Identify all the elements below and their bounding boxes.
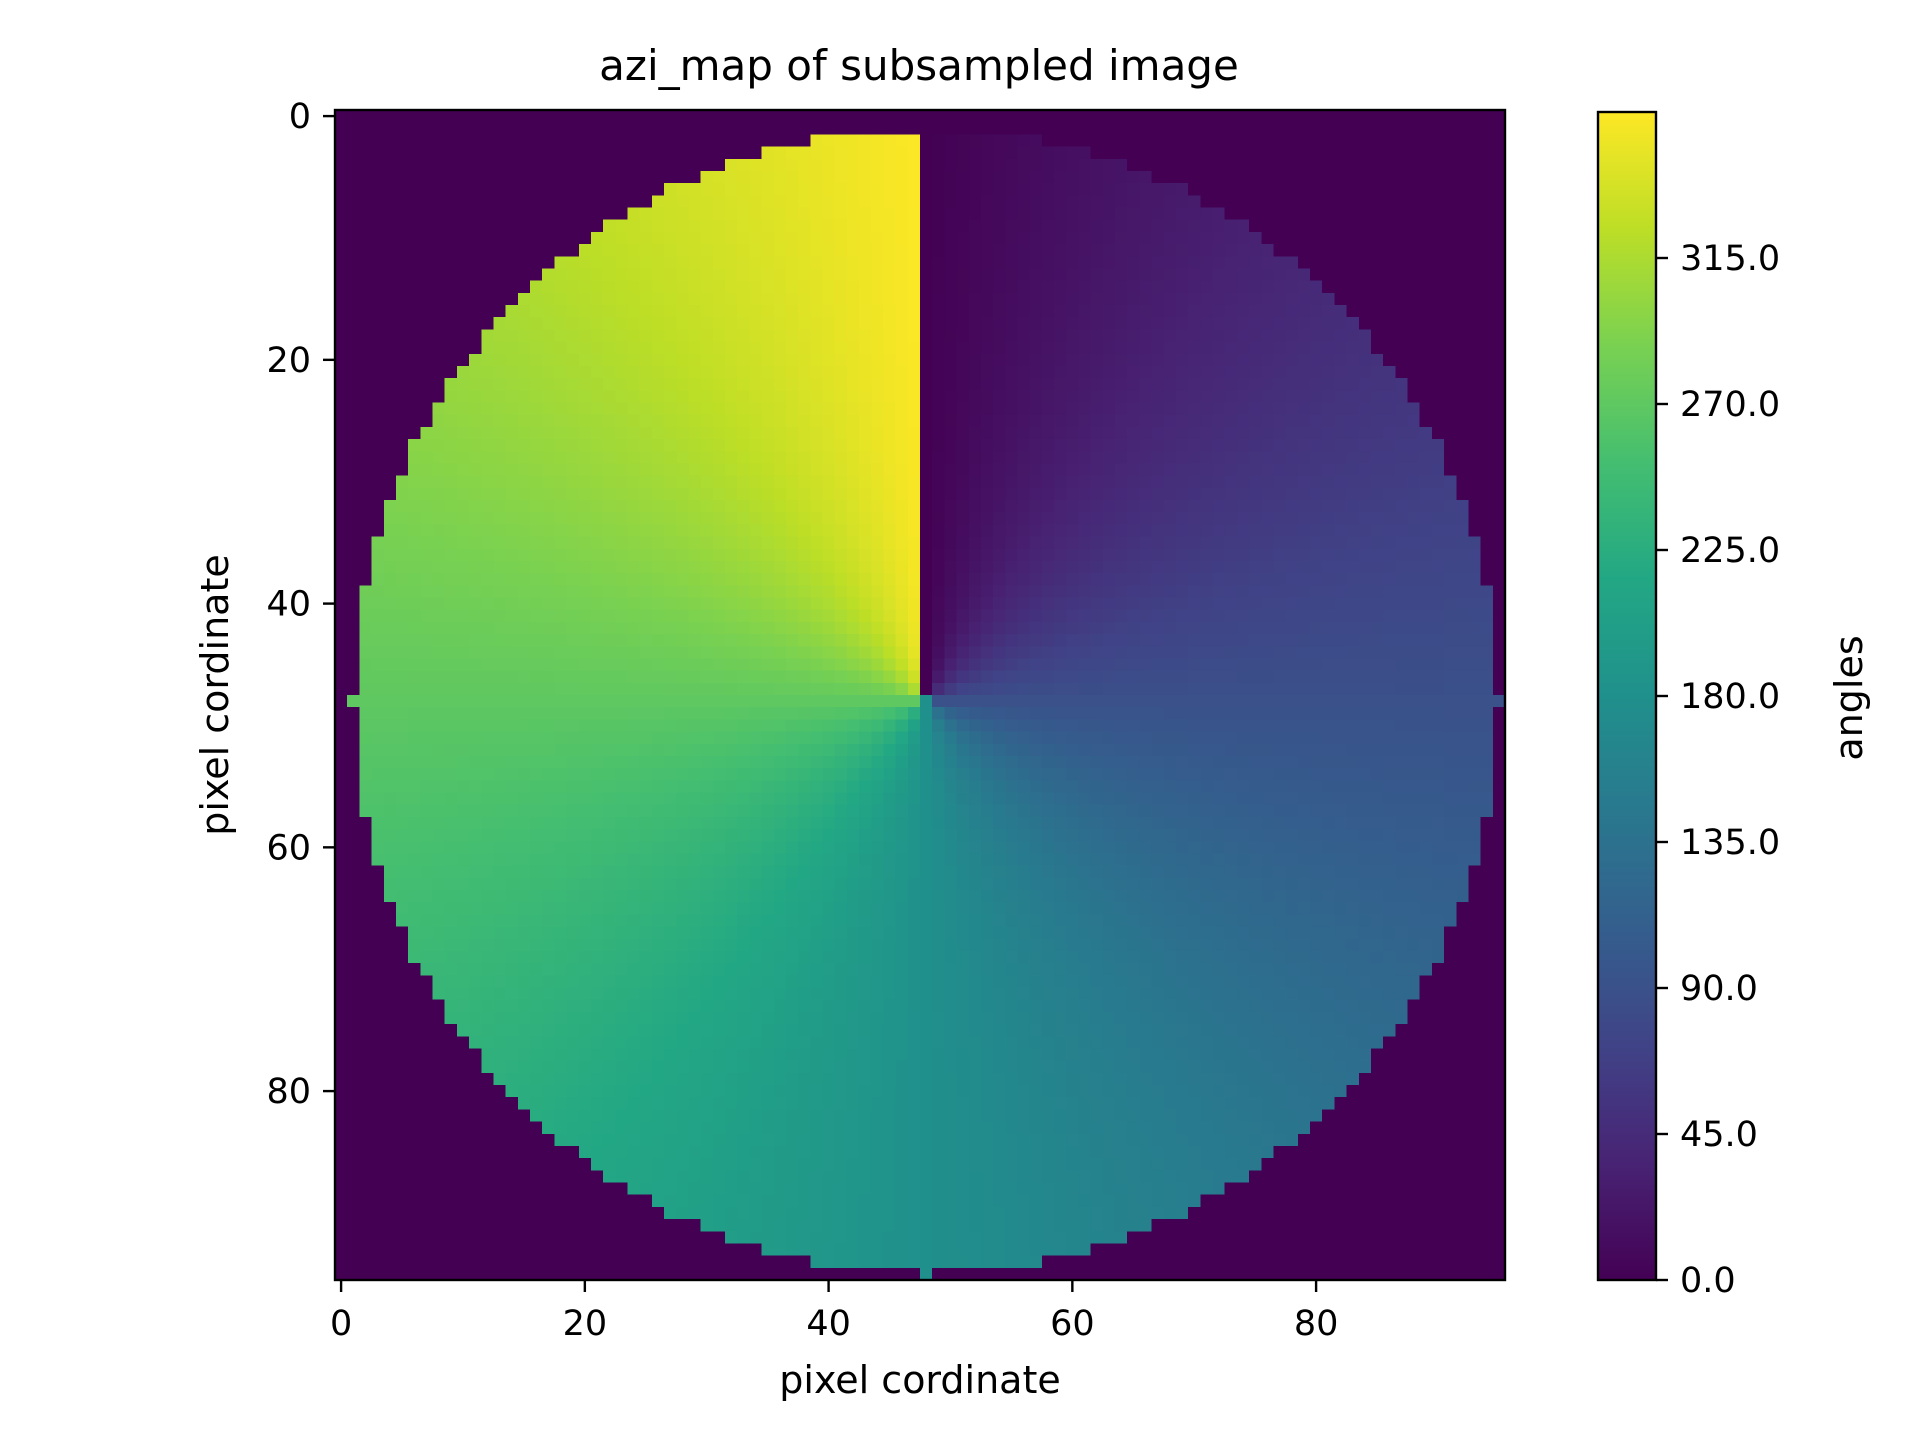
- y-axis-label: pixel cordinate: [193, 554, 237, 835]
- y-tick-label: 0: [289, 97, 311, 137]
- colorbar-label: angles: [1827, 635, 1871, 760]
- x-tick-label: 40: [806, 1304, 851, 1344]
- colorbar-tick-label: 135.0: [1680, 823, 1780, 863]
- y-tick-label: 80: [266, 1072, 311, 1112]
- x-tick-label: 60: [1050, 1304, 1095, 1344]
- colorbar-tick-label: 180.0: [1680, 677, 1780, 717]
- colorbar-tick-label: 225.0: [1680, 531, 1780, 571]
- y-tick-label: 60: [266, 828, 311, 868]
- y-tick-label: 40: [266, 585, 311, 625]
- colorbar-tick-label: 90.0: [1680, 969, 1758, 1009]
- heatmap-image: [335, 110, 1505, 1280]
- colorbar-tick-label: 45.0: [1680, 1115, 1758, 1155]
- colorbar-tick-label: 0.0: [1680, 1261, 1736, 1301]
- x-tick-label: 0: [330, 1304, 352, 1344]
- x-tick-label: 20: [563, 1304, 608, 1344]
- y-tick-label: 20: [266, 341, 311, 381]
- colorbar-tick-label: 270.0: [1680, 385, 1780, 425]
- x-tick-label: 80: [1294, 1304, 1339, 1344]
- chart-title: azi_map of subsampled image: [599, 41, 1239, 90]
- colorbar: [1598, 112, 1656, 1280]
- x-axis-label: pixel cordinate: [779, 1358, 1060, 1402]
- colorbar-tick-label: 315.0: [1680, 239, 1780, 279]
